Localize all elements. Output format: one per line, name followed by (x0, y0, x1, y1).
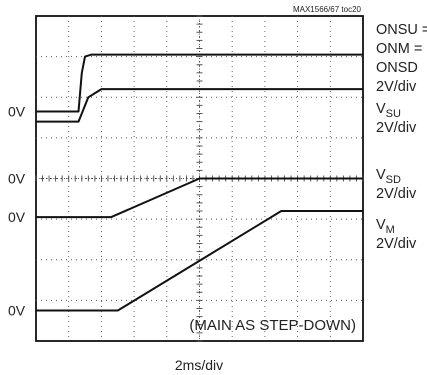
ground-marker-label: 0V (8, 171, 26, 187)
trace-2 (36, 88, 363, 123)
x-axis-label: 2ms/div (175, 357, 223, 373)
svg-text:ONM =: ONM = (376, 41, 422, 57)
svg-text:ONSU =: ONSU = (376, 22, 427, 38)
svg-text:VM: VM (376, 217, 395, 236)
trace-label-vsd: VSD 2V/div (376, 167, 417, 202)
annotation: (MAIN AS STEP-DOWN) (189, 317, 356, 334)
trace-1 (36, 53, 363, 113)
ground-marker-label: 0V (8, 209, 26, 225)
svg-text:VSU: VSU (376, 101, 401, 120)
figure-id: MAX1566/67 toc20 (293, 5, 362, 14)
ground-markers: 0V 0V 0V 0V (8, 103, 26, 318)
ground-marker-label: 0V (8, 103, 26, 119)
svg-text:2V/div: 2V/div (376, 186, 417, 202)
trace-4 (36, 210, 363, 312)
svg-text:ONSD: ONSD (376, 60, 418, 76)
trace-label-vsu: VSU 2V/div (376, 101, 417, 136)
svg-text:2V/div: 2V/div (376, 120, 417, 136)
grid (35, 15, 364, 342)
svg-text:2V/div: 2V/div (376, 79, 417, 95)
trace-label-vm: VM 2V/div (376, 217, 417, 252)
svg-text:VSD: VSD (376, 167, 401, 186)
svg-text:2V/div: 2V/div (376, 236, 417, 252)
trace-label-enable: ONSU = ONM = ONSD 2V/div (376, 22, 427, 95)
ground-marker-label: 0V (8, 303, 26, 319)
trace-3 (36, 177, 363, 219)
traces (36, 53, 363, 312)
